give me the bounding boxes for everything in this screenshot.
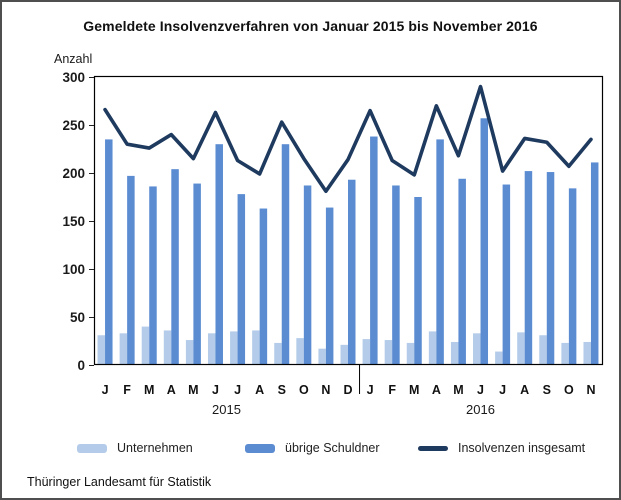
bar-uebrige-schuldner <box>281 144 290 365</box>
bar-uebrige-schuldner <box>370 136 378 365</box>
y-axis-tick-label: 200 <box>62 166 85 181</box>
chart-legend: Unternehmen übrige Schuldner Insolvenzen… <box>2 439 619 459</box>
bar-unternehmen <box>450 341 459 365</box>
x-axis-month-label: A <box>520 383 529 397</box>
x-axis-month-label: M <box>453 383 463 397</box>
bar-unternehmen <box>119 333 128 365</box>
x-axis-month-label: O <box>299 383 309 397</box>
bar-unternehmen <box>296 338 304 365</box>
bar-unternehmen <box>495 351 503 365</box>
bar-uebrige-schuldner <box>392 185 400 365</box>
y-axis-tick-label: 150 <box>62 214 85 229</box>
total-line <box>103 84 593 194</box>
y-axis-tick-label: 300 <box>62 70 85 85</box>
bar-uebrige-schuldner <box>524 171 533 365</box>
legend-swatch-unternehmen <box>77 443 107 453</box>
bar-uebrige-schuldner <box>193 183 201 365</box>
x-axis-month-label: S <box>278 383 286 397</box>
bar-uebrige-schuldner <box>458 178 466 365</box>
bar-unternehmen <box>583 341 591 365</box>
x-axis-month-label: J <box>102 383 109 397</box>
bar-uebrige-schuldner <box>325 207 334 365</box>
insolvency-chart: J F M A M J J A S O N D J F M A M J J A S O N05010015020025030… <box>62 70 604 417</box>
x-axis-month-label: A <box>432 383 441 397</box>
bar-uebrige-schuldner <box>590 162 599 365</box>
x-axis-month-label: F <box>123 383 131 397</box>
x-axis-month-label: F <box>388 383 396 397</box>
x-axis-month-label: J <box>367 383 374 397</box>
x-axis-month-label: J <box>234 383 241 397</box>
bar-uebrige-schuldner <box>105 139 113 365</box>
y-axis-tick-label: 250 <box>62 118 85 133</box>
bar-unternehmen <box>539 335 547 365</box>
x-axis-month-label: S <box>543 383 551 397</box>
bar-unternehmen <box>561 342 569 365</box>
bar-unternehmen <box>406 342 415 365</box>
x-axis-month-label: J <box>477 383 484 397</box>
x-axis-month-label: A <box>167 383 176 397</box>
legend-swatch-uebrige-schuldner <box>245 443 275 453</box>
bar-uebrige-schuldner <box>502 184 511 365</box>
legend-item-insgesamt: Insolvenzen insgesamt <box>418 439 585 457</box>
bar-unternehmen <box>163 330 172 365</box>
x-axis-month-label: M <box>144 383 154 397</box>
bar-unternehmen <box>517 332 525 365</box>
x-axis-year-label: 2016 <box>466 402 495 417</box>
y-axis-tick-label: 100 <box>62 262 85 277</box>
bar-uebrige-schuldner <box>546 172 555 365</box>
bar-unternehmen <box>274 342 282 365</box>
bar-unternehmen <box>473 333 481 365</box>
bar-uebrige-schuldner <box>237 194 246 365</box>
y-axis-tick-label: 50 <box>70 310 85 325</box>
bar-unternehmen <box>340 344 348 365</box>
bar-uebrige-schuldner <box>149 186 157 365</box>
bar-uebrige-schuldner <box>215 144 223 365</box>
x-axis-month-label: N <box>586 383 595 397</box>
bar-unternehmen <box>185 340 194 365</box>
x-axis-month-label: O <box>564 383 574 397</box>
x-axis-month-label: D <box>343 383 352 397</box>
bar-unternehmen <box>428 331 437 365</box>
legend-item-unternehmen: Unternehmen <box>77 439 193 457</box>
legend-label: übrige Schuldner <box>285 441 380 455</box>
bar-unternehmen <box>384 340 393 365</box>
y-axis-title: Anzahl <box>54 52 93 66</box>
bar-unternehmen <box>97 335 106 365</box>
bar-unternehmen <box>362 339 371 365</box>
bar-uebrige-schuldner <box>436 139 444 365</box>
source-attribution: Thüringer Landesamt für Statistik <box>27 475 212 489</box>
bar-unternehmen <box>230 331 238 365</box>
bar-unternehmen <box>207 333 216 365</box>
bar-uebrige-schuldner <box>480 118 489 365</box>
bar-uebrige-schuldner <box>303 185 312 365</box>
y-axis-tick-label: 0 <box>77 358 85 373</box>
bar-unternehmen <box>318 348 326 365</box>
x-axis-month-label: J <box>212 383 219 397</box>
bar-uebrige-schuldner <box>414 197 422 365</box>
bar-unternehmen <box>141 326 150 365</box>
chart-title: Gemeldete Insolvenzverfahren von Januar … <box>83 18 538 34</box>
bar-uebrige-schuldner <box>127 175 135 365</box>
legend-line-swatch-insgesamt <box>418 445 448 451</box>
x-axis-month-label: N <box>321 383 330 397</box>
legend-label: Unternehmen <box>117 441 193 455</box>
legend-item-uebrige-schuldner: übrige Schuldner <box>245 439 380 457</box>
x-axis-month-label: A <box>255 383 264 397</box>
bar-uebrige-schuldner <box>171 169 179 365</box>
bar-unternehmen <box>252 330 260 365</box>
x-axis-year-label: 2015 <box>212 402 241 417</box>
x-axis-month-label: J <box>499 383 506 397</box>
bar-uebrige-schuldner <box>348 179 356 365</box>
x-axis-month-label: M <box>409 383 419 397</box>
legend-label: Insolvenzen insgesamt <box>458 441 586 455</box>
x-axis-month-label: M <box>188 383 198 397</box>
plot-border <box>93 75 604 366</box>
bar-uebrige-schuldner <box>259 208 268 365</box>
bar-uebrige-schuldner <box>568 188 577 365</box>
